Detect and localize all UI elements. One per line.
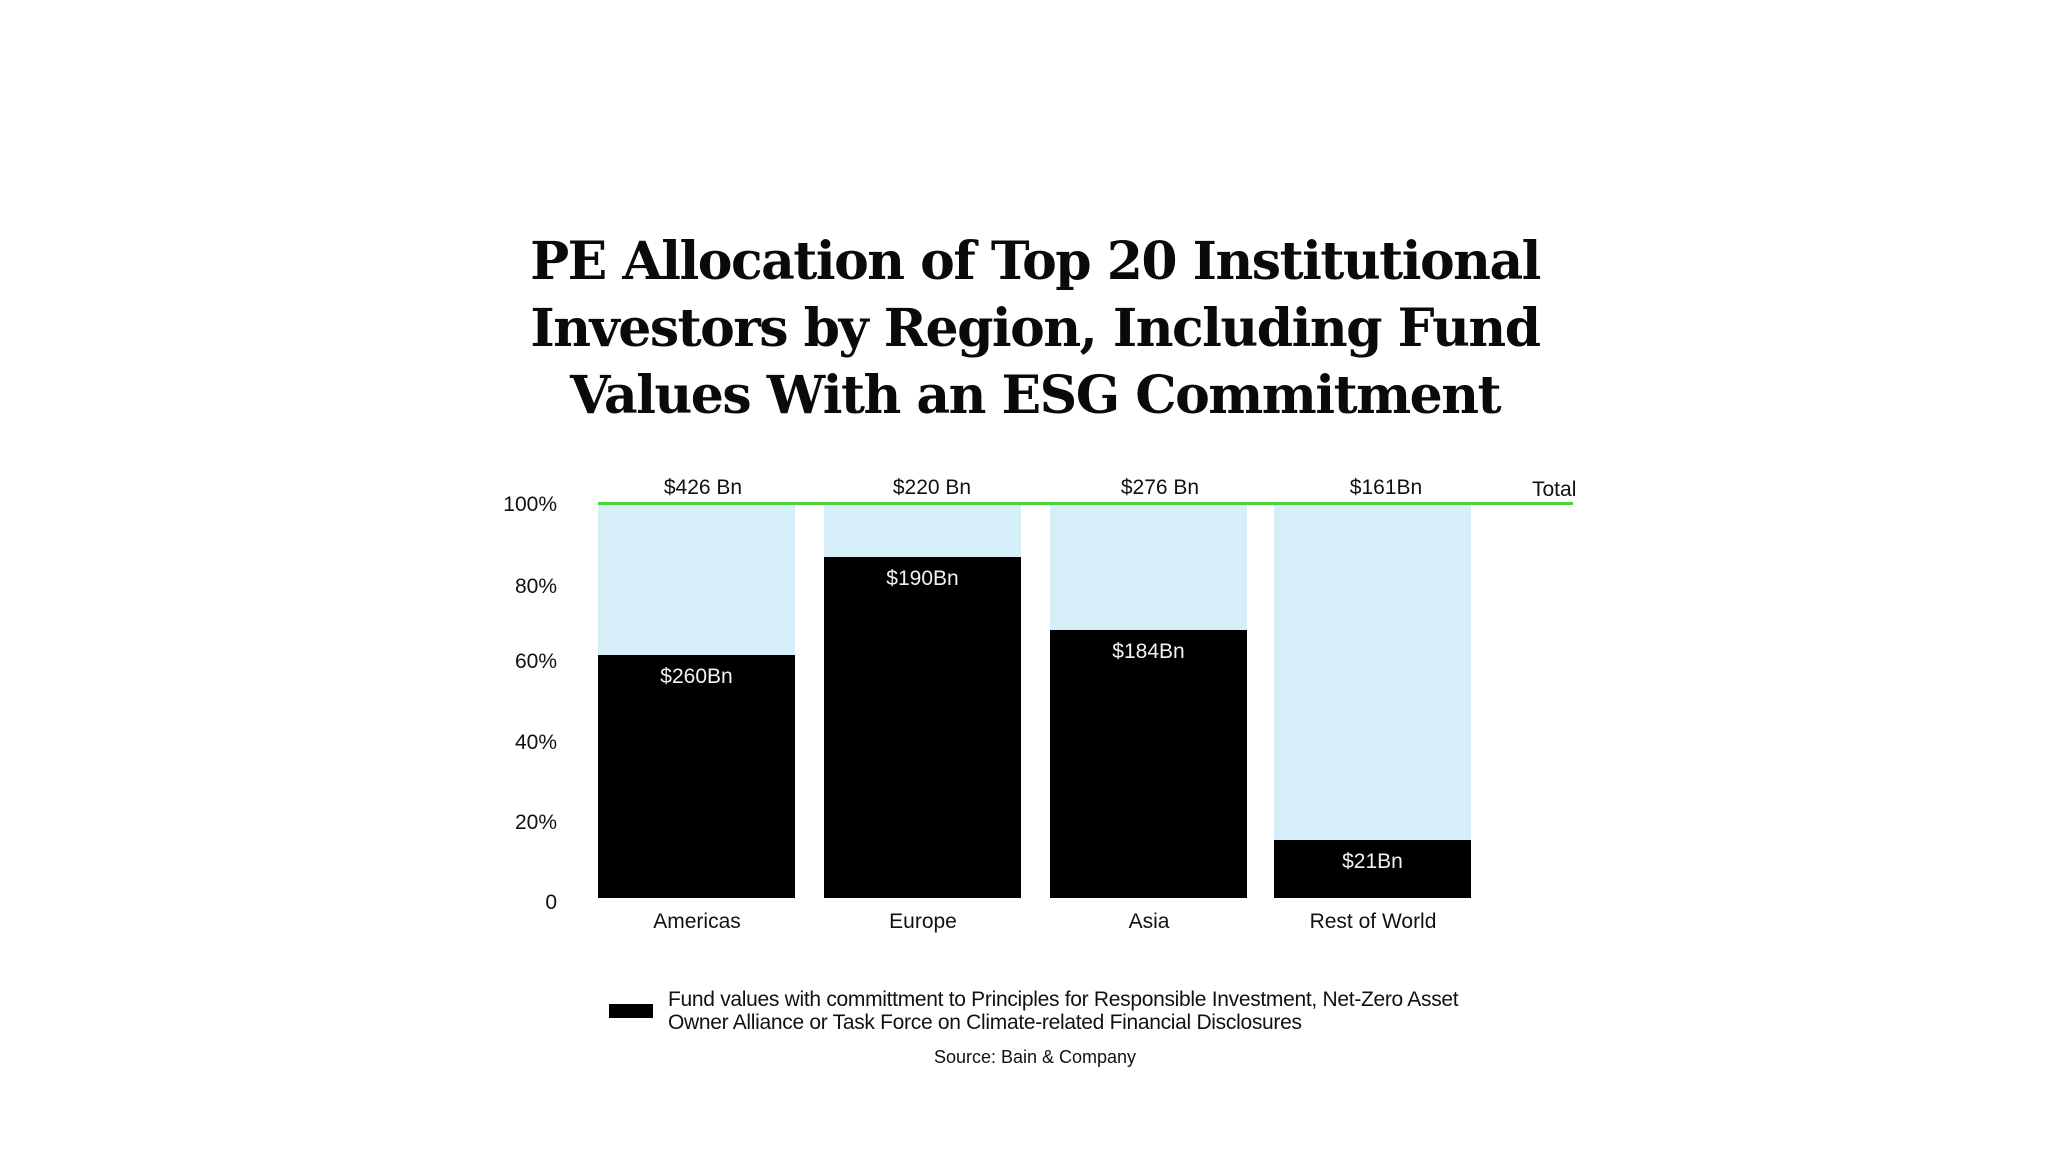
y-tick-0: 0 xyxy=(545,891,557,914)
chart-title-line-1: PE Allocation of Top 20 Institutional xyxy=(530,231,1541,292)
chart-legend: Fund values with committment to Principl… xyxy=(609,988,1488,1034)
chart-title: PE Allocation of Top 20 Institutional In… xyxy=(0,228,2070,429)
total-label-europe: $220 Bn xyxy=(892,476,972,499)
total-reference-line xyxy=(598,502,1573,505)
bar-asia: $184Bn xyxy=(1050,504,1247,898)
y-tick-60: 60% xyxy=(514,650,557,673)
category-label-rest-of-world: Rest of World xyxy=(1309,910,1437,933)
segment-label-asia: $184Bn xyxy=(1112,640,1185,663)
total-label-rest-of-world: $161Bn xyxy=(1349,476,1423,499)
y-tick-100: 100% xyxy=(503,493,557,516)
total-line-label: Total xyxy=(1532,478,1577,501)
y-tick-40: 40% xyxy=(514,731,557,754)
category-label-europe: Europe xyxy=(889,910,957,933)
bar-rest-of-world: $21Bn xyxy=(1274,504,1471,898)
y-tick-20: 20% xyxy=(514,811,557,834)
total-label-asia: $276 Bn xyxy=(1120,476,1200,499)
source-note: Source: Bain & Company xyxy=(933,1047,1137,1067)
chart-title-line-3: Values With an ESG Commitment xyxy=(569,365,1502,426)
bar-americas: $260Bn xyxy=(598,504,795,898)
chart-title-line-2: Investors by Region, Including Fund xyxy=(530,298,1541,359)
bar-segment-esg-americas: $260Bn xyxy=(598,655,795,898)
legend-label-esg: Fund values with committment to Principl… xyxy=(668,988,1459,1034)
legend-swatch-esg xyxy=(609,1004,653,1018)
segment-label-rest-of-world: $21Bn xyxy=(1342,850,1403,873)
y-tick-80: 80% xyxy=(514,575,557,598)
category-label-asia: Asia xyxy=(1128,910,1170,933)
segment-label-americas: $260Bn xyxy=(660,665,733,688)
bar-segment-esg-rest-of-world: $21Bn xyxy=(1274,840,1471,898)
total-label-americas: $426 Bn xyxy=(663,476,743,499)
segment-label-europe: $190Bn xyxy=(886,567,959,590)
bar-segment-esg-asia: $184Bn xyxy=(1050,630,1247,898)
bar-europe: $190Bn xyxy=(824,504,1021,898)
bar-segment-esg-europe: $190Bn xyxy=(824,557,1021,898)
category-label-americas: Americas xyxy=(653,910,741,933)
